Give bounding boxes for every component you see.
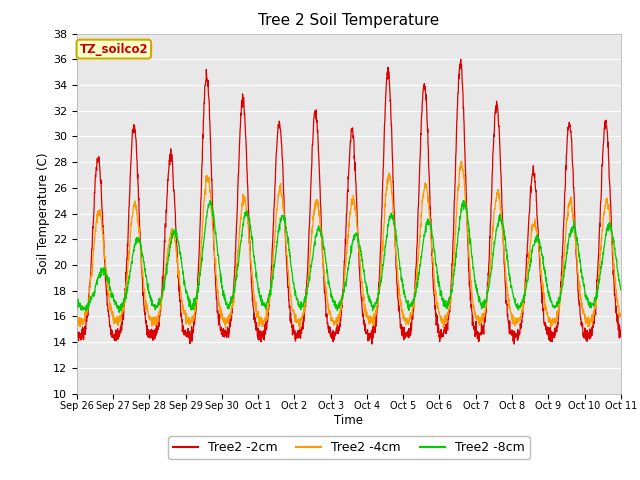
Tree2 -8cm bbox=[508, 283, 515, 288]
Tree2 -8cm bbox=[225, 302, 233, 308]
X-axis label: Time: Time bbox=[334, 414, 364, 427]
Tree2 -2cm bbox=[368, 341, 376, 347]
Tree2 -4cm bbox=[73, 312, 81, 318]
Line: Tree2 -4cm: Tree2 -4cm bbox=[77, 161, 621, 328]
Tree2 -8cm bbox=[570, 224, 577, 229]
Line: Tree2 -2cm: Tree2 -2cm bbox=[77, 60, 621, 344]
Tree2 -8cm bbox=[365, 297, 372, 302]
Line: Tree2 -8cm: Tree2 -8cm bbox=[77, 200, 621, 312]
Tree2 -4cm bbox=[617, 311, 625, 317]
Tree2 -8cm bbox=[584, 300, 592, 306]
Legend: Tree2 -2cm, Tree2 -4cm, Tree2 -8cm: Tree2 -2cm, Tree2 -4cm, Tree2 -8cm bbox=[168, 436, 529, 459]
Tree2 -2cm bbox=[365, 337, 372, 343]
Tree2 -2cm bbox=[570, 169, 577, 175]
Tree2 -4cm bbox=[458, 158, 465, 164]
Tree2 -2cm bbox=[73, 325, 81, 331]
Tree2 -2cm bbox=[225, 335, 232, 340]
Tree2 -8cm bbox=[73, 300, 81, 306]
Tree2 -8cm bbox=[115, 310, 123, 315]
Tree2 -4cm bbox=[296, 325, 304, 331]
Tree2 -8cm bbox=[206, 197, 214, 203]
Y-axis label: Soil Temperature (C): Soil Temperature (C) bbox=[37, 153, 50, 275]
Title: Tree 2 Soil Temperature: Tree 2 Soil Temperature bbox=[258, 13, 440, 28]
Tree2 -8cm bbox=[617, 287, 625, 293]
Tree2 -2cm bbox=[617, 334, 625, 340]
Tree2 -4cm bbox=[508, 310, 515, 316]
Tree2 -4cm bbox=[584, 320, 592, 325]
Tree2 -4cm bbox=[365, 315, 372, 321]
Tree2 -4cm bbox=[376, 270, 384, 276]
Tree2 -2cm bbox=[376, 248, 384, 254]
Tree2 -4cm bbox=[570, 217, 577, 223]
Tree2 -4cm bbox=[225, 317, 232, 323]
Tree2 -8cm bbox=[377, 280, 385, 286]
Tree2 -2cm bbox=[457, 57, 465, 62]
Text: TZ_soilco2: TZ_soilco2 bbox=[79, 43, 148, 56]
Tree2 -2cm bbox=[584, 331, 592, 337]
Tree2 -2cm bbox=[508, 327, 515, 333]
